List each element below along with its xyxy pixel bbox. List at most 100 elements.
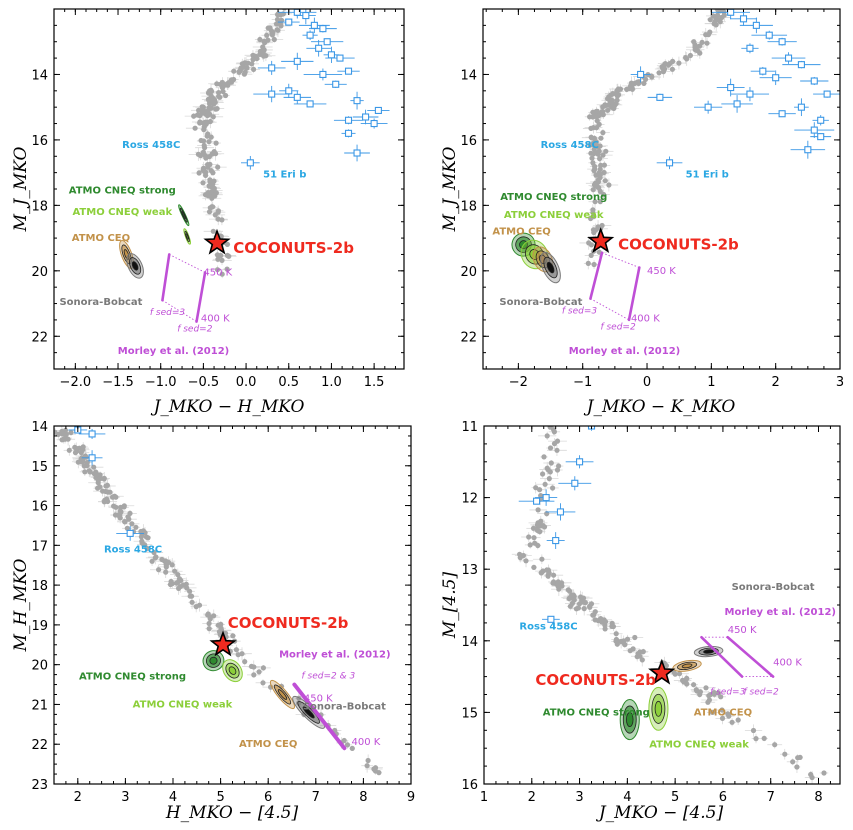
field-dwarf-point xyxy=(142,542,148,548)
field-dwarf-point xyxy=(66,447,72,453)
young-object-marker xyxy=(285,87,293,95)
field-dwarf-point xyxy=(598,616,604,622)
field-dwarf-point xyxy=(210,96,216,102)
field-dwarf-point xyxy=(609,620,615,626)
field-dwarf-point xyxy=(567,603,574,609)
young-object-marker xyxy=(88,430,96,438)
field-dwarf-point xyxy=(199,104,205,110)
field-dwarf-point xyxy=(144,545,150,552)
field-dwarf-point xyxy=(196,170,202,176)
field-dwarf-point xyxy=(129,521,135,527)
field-dwarf-point xyxy=(163,561,169,568)
morley-track-fsed3 xyxy=(589,251,604,300)
label-strong: ATMO CNEQ strong xyxy=(500,192,607,203)
annotations: Ross 458C 51 Eri b ATMO CNEQ strong ATMO CN… xyxy=(492,140,739,357)
field-dwarf-point xyxy=(62,436,68,442)
field-dwarf-point xyxy=(93,469,99,475)
coconuts-2b-marker xyxy=(587,227,615,253)
young-object-marker xyxy=(306,31,314,39)
young-object-marker xyxy=(656,93,664,101)
field-dwarf-point xyxy=(588,215,594,222)
x-tick-label: 0.0 xyxy=(236,375,257,390)
field-dwarf-point xyxy=(523,558,529,564)
field-dwarf-point xyxy=(591,229,597,236)
young-object-marker xyxy=(332,80,340,88)
field-dwarf-point xyxy=(541,524,548,530)
young-object-marker xyxy=(571,479,579,487)
field-dwarf-point xyxy=(588,252,594,258)
field-dwarf-point xyxy=(273,21,280,27)
field-dwarf-point xyxy=(111,503,117,509)
field-dwarf-point xyxy=(210,114,216,120)
y-tick-label: 18 xyxy=(460,199,477,214)
morley-track-fsed2 xyxy=(627,266,641,322)
y-tick-label: 16 xyxy=(461,778,478,793)
field-dwarf-point xyxy=(207,205,213,211)
field-dwarf-point xyxy=(554,447,560,453)
field-dwarf-point xyxy=(274,16,281,23)
field-dwarf-point xyxy=(606,94,612,100)
field-dwarf-point xyxy=(718,694,724,700)
field-dwarf-point xyxy=(611,105,617,111)
field-dwarf-point xyxy=(133,524,139,530)
field-dwarf-point xyxy=(684,675,690,682)
field-dwarf-point xyxy=(156,567,162,573)
field-dwarf-point xyxy=(205,112,211,118)
field-dwarf-point xyxy=(184,585,190,591)
field-dwarf-point xyxy=(587,142,593,148)
field-dwarf-point xyxy=(527,542,533,548)
model-contour-sonora xyxy=(126,253,144,279)
field-dwarf-point xyxy=(795,755,801,761)
field-dwarf-point xyxy=(250,56,256,63)
field-dwarf-point xyxy=(117,508,123,514)
x-axis-title: J_MKO − [4.5] xyxy=(596,803,724,823)
field-dwarf-point xyxy=(599,111,605,117)
field-dwarf-point xyxy=(220,88,226,95)
field-dwarf-point xyxy=(54,429,58,435)
field-dwarf-point xyxy=(104,482,110,488)
y-tick-label: 14 xyxy=(460,68,477,83)
coconuts-2b-marker xyxy=(209,630,237,657)
young-object-marker xyxy=(778,110,786,118)
young-object-marker xyxy=(797,61,805,69)
field-dwarf-point xyxy=(550,580,556,586)
young-object-marker xyxy=(804,146,812,154)
x-tick-label: 1 xyxy=(480,790,488,805)
field-dwarf-point xyxy=(597,171,603,177)
y-tick-label: 23 xyxy=(31,778,48,793)
young-object-marker xyxy=(362,113,370,121)
field-dwarf-point xyxy=(694,688,700,694)
field-dwarf-point xyxy=(263,53,269,59)
field-dwarf-point xyxy=(121,504,127,510)
field-dwarf-point xyxy=(531,564,537,571)
ticks xyxy=(483,425,840,785)
young-objects xyxy=(630,9,840,170)
x-tick-label: 1 xyxy=(707,375,715,390)
label-weak: ATMO CNEQ weak xyxy=(649,740,749,751)
y-tick-label: 13 xyxy=(461,563,478,578)
morley-track-fsed2 xyxy=(726,635,775,678)
field-dwarf-point xyxy=(80,457,86,463)
field-dwarf-point xyxy=(551,427,557,433)
field-dwarf-point xyxy=(257,36,263,43)
field-dwarf-point xyxy=(215,208,221,214)
annotations: Ross 458C Sonora-Bobcat Morley et al. (201… xyxy=(519,582,836,751)
x-tick-label: 1.0 xyxy=(321,375,342,390)
field-dwarf-point xyxy=(87,469,93,475)
label-fsed23: f sed=2 & 3 xyxy=(302,672,356,682)
field-dwarf-point xyxy=(163,569,169,575)
field-dwarf-point xyxy=(189,599,195,605)
model-contour-weak xyxy=(183,228,191,245)
field-dwarf-point xyxy=(566,596,572,602)
label-morley: Morley et al. (2012) xyxy=(279,650,390,661)
young-object-marker xyxy=(268,90,276,98)
plot-frame xyxy=(482,8,841,370)
field-dwarf-point xyxy=(735,717,741,723)
morley-track-fsed23 xyxy=(292,682,347,751)
field-dwarf-point xyxy=(206,209,213,215)
field-dwarf-point xyxy=(704,40,710,46)
field-dwarf-point xyxy=(683,55,689,61)
field-dwarf-point xyxy=(219,79,225,86)
field-dwarf-point xyxy=(217,94,223,100)
field-dwarf-point xyxy=(242,69,248,75)
